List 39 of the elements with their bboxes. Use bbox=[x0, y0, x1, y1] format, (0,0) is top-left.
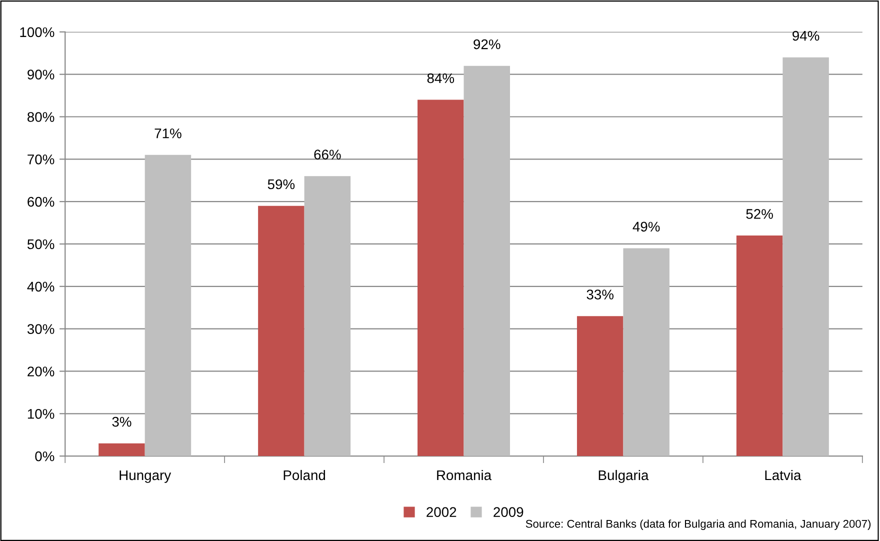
data-label: 33% bbox=[586, 290, 614, 300]
data-label: 49% bbox=[632, 222, 660, 232]
source-note: Source: Central Banks (data for Bulgaria and Romania, January 2007) bbox=[526, 520, 871, 530]
data-label: 59% bbox=[268, 179, 295, 190]
y-tick-label: 70% bbox=[28, 154, 54, 164]
bar bbox=[464, 66, 510, 456]
data-label: 94% bbox=[792, 30, 820, 41]
y-tick-label: 10% bbox=[28, 408, 54, 419]
bar bbox=[736, 236, 783, 456]
x-tick-label: Bulgaria bbox=[598, 470, 649, 483]
bar bbox=[782, 57, 829, 456]
data-label: 92% bbox=[474, 39, 500, 50]
x-tick-label: Latvia bbox=[765, 470, 802, 480]
legend-label: 2002 bbox=[426, 507, 456, 518]
y-tick-label: 60% bbox=[28, 196, 54, 207]
data-label: 66% bbox=[314, 150, 341, 160]
data-label: 3% bbox=[112, 416, 132, 427]
x-tick-label: Hungary bbox=[120, 470, 172, 483]
y-tick-label: 100% bbox=[20, 27, 54, 38]
bar bbox=[144, 154, 192, 456]
data-label: 52% bbox=[746, 209, 773, 219]
bar bbox=[623, 248, 670, 456]
y-tick-label: 50% bbox=[27, 239, 54, 250]
y-tick-label: 40% bbox=[27, 282, 54, 292]
bar bbox=[98, 443, 145, 456]
bar bbox=[258, 206, 304, 456]
bar bbox=[304, 176, 351, 456]
x-tick-label: Romania bbox=[437, 470, 492, 480]
y-tick-label: 90% bbox=[28, 70, 54, 80]
data-label: 71% bbox=[154, 128, 182, 138]
bar bbox=[576, 316, 624, 456]
data-label: 84% bbox=[427, 73, 454, 84]
y-tick-label: 20% bbox=[28, 366, 54, 376]
legend-label: 2009 bbox=[494, 507, 524, 518]
bar bbox=[418, 100, 464, 456]
y-tick-label: 30% bbox=[27, 324, 54, 334]
y-tick-label: 80% bbox=[28, 112, 54, 122]
x-tick-label: Poland bbox=[284, 470, 326, 480]
y-tick-label: 0% bbox=[35, 451, 54, 462]
